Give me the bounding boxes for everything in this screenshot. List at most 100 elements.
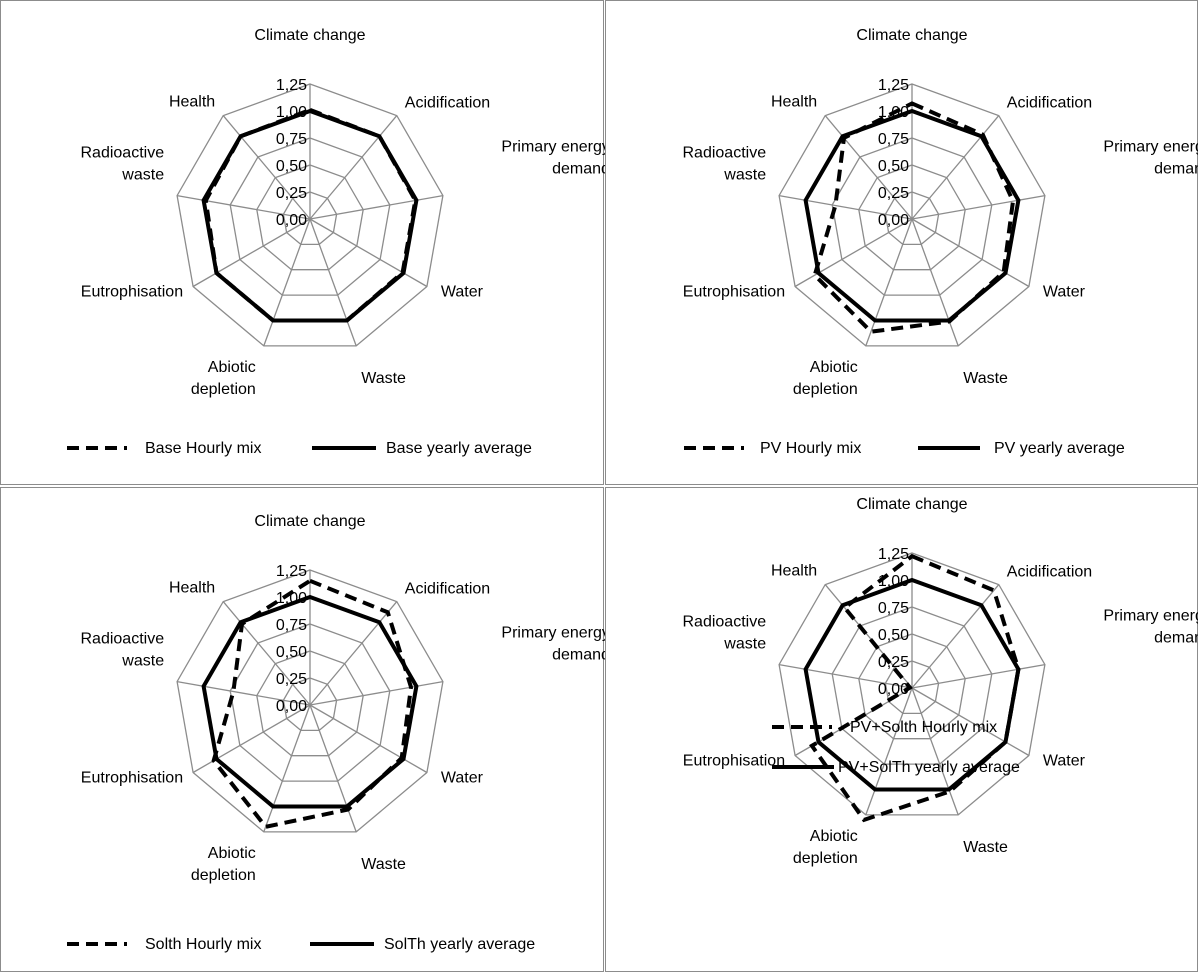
legend: Solth Hourly mix SolTh yearly average xyxy=(67,936,535,953)
grid-ring xyxy=(884,191,940,246)
grid-ring xyxy=(229,137,391,296)
radar-grid xyxy=(778,83,1046,347)
category-label-climate-change: Climate change xyxy=(254,27,365,44)
series-line-pv-solth-yearly-average xyxy=(803,577,1021,792)
grid-ring xyxy=(176,83,444,347)
category-label-abiotic-depletion: Abiotic depletion xyxy=(191,845,256,884)
legend-label-pv-hourly-mix: PV Hourly mix xyxy=(760,440,861,457)
category-label-health: Health xyxy=(169,94,215,111)
grid-ring xyxy=(858,164,966,271)
category-label-acidification: Acidification xyxy=(405,95,490,112)
tick-label: 1,00 xyxy=(276,590,307,607)
grid-spoke xyxy=(176,194,311,220)
grid-spoke xyxy=(309,115,398,220)
grid-spoke xyxy=(309,218,357,347)
tick-label: 1,00 xyxy=(276,104,307,121)
category-label-abiotic-depletion: Abiotic depletion xyxy=(793,359,858,398)
grid-spoke xyxy=(176,680,311,706)
grid-spoke xyxy=(911,218,959,347)
grid-spoke xyxy=(794,218,913,288)
legend-label-base-hourly-mix: Base Hourly mix xyxy=(145,440,261,457)
category-label-climate-change: Climate change xyxy=(254,513,365,530)
tick-label: 0,75 xyxy=(878,600,909,617)
grid-spoke xyxy=(222,601,311,706)
tick-label: 0,75 xyxy=(878,131,909,148)
legend-label-solth-yearly-average: SolTh yearly average xyxy=(384,936,535,953)
category-label-radioactive-waste: Radioactive waste xyxy=(80,145,164,184)
grid-spoke xyxy=(911,115,1000,220)
category-label-waste: Waste xyxy=(963,839,1008,856)
grid-ring xyxy=(256,650,364,757)
category-label-eutrophisation: Eutrophisation xyxy=(81,284,183,301)
grid-ring xyxy=(282,191,338,246)
grid-spoke xyxy=(865,687,913,816)
category-label-water: Water xyxy=(1043,753,1086,770)
tick-label: 1,25 xyxy=(878,77,909,94)
grid-spoke xyxy=(911,584,1000,689)
series-line-pv-solth-hourly-mix xyxy=(809,553,1021,823)
radar-plot: 0,00 0,25 0,50 0,75 1,00 1,25 Climate change Ac… xyxy=(682,496,1198,867)
grid-spoke xyxy=(309,194,444,220)
grid-spoke xyxy=(911,218,1030,288)
tick-label: 0,00 xyxy=(878,212,909,229)
category-label-acidification: Acidification xyxy=(1007,564,1092,581)
category-label-waste: Waste xyxy=(361,370,406,387)
tick-label: 1,00 xyxy=(878,573,909,590)
tick-label: 0,25 xyxy=(276,185,307,202)
radar-chart-base: 0,00 0,25 0,50 0,75 1,00 1,25 Climate change Ac… xyxy=(0,0,605,485)
radar-plot: 0,00 0,25 0,50 0,75 1,00 1,25 Climate change Ac… xyxy=(67,27,605,457)
grid-spoke xyxy=(865,218,913,347)
category-label-health: Health xyxy=(169,580,215,597)
category-label-eutrophisation: Eutrophisation xyxy=(683,753,785,770)
grid-spoke xyxy=(911,663,1046,689)
grid-ring xyxy=(884,660,940,715)
category-label-abiotic-depletion: Abiotic depletion xyxy=(191,359,256,398)
category-label-health: Health xyxy=(771,94,817,111)
radar-chart-solth: 0,00 0,25 0,50 0,75 1,00 1,25 Climate change Ac… xyxy=(0,487,605,972)
legend-label-pv-solth-yearly-average: PV+SolTh yearly average xyxy=(838,759,1020,776)
grid-ring xyxy=(229,623,391,782)
legend-label-solth-hourly-mix: Solth Hourly mix xyxy=(145,936,261,953)
category-label-acidification: Acidification xyxy=(1007,95,1092,112)
tick-label: 1,00 xyxy=(878,104,909,121)
legend-label-pv-yearly-average: PV yearly average xyxy=(994,440,1125,457)
tick-label: 0,00 xyxy=(276,212,307,229)
tick-label: 0,25 xyxy=(276,671,307,688)
radar-chart-pv-solth: 0,00 0,25 0,50 0,75 1,00 1,25 Climate change Ac… xyxy=(605,487,1198,972)
radar-plot: 0,00 0,25 0,50 0,75 1,00 1,25 Climate change Ac… xyxy=(682,27,1198,457)
tick-label: 0,00 xyxy=(878,681,909,698)
legend-label-pv-solth-hourly-mix: PV+Solth Hourly mix xyxy=(850,719,997,736)
legend: PV+Solth Hourly mix PV+SolTh yearly avera… xyxy=(772,719,1020,776)
grid-ring xyxy=(778,83,1046,347)
grid-spoke xyxy=(309,601,398,706)
tick-label: 0,75 xyxy=(276,617,307,634)
series-line-solth-yearly-average xyxy=(201,594,419,809)
grid-spoke xyxy=(911,687,959,816)
category-label-waste: Waste xyxy=(963,370,1008,387)
category-label-climate-change: Climate change xyxy=(856,27,967,44)
grid-spoke xyxy=(192,218,311,288)
category-label-radioactive-waste: Radioactive waste xyxy=(80,631,164,670)
tick-label: 0,25 xyxy=(878,654,909,671)
grid-spoke xyxy=(309,704,428,774)
category-label-water: Water xyxy=(441,284,484,301)
legend-label-base-yearly-average: Base yearly average xyxy=(386,440,532,457)
series-line-base-yearly-average xyxy=(201,108,419,323)
radar-chart-pv: 0,00 0,25 0,50 0,75 1,00 1,25 Climate change Ac… xyxy=(605,0,1198,485)
series-line-pv-yearly-average xyxy=(803,108,1021,323)
category-label-eutrophisation: Eutrophisation xyxy=(683,284,785,301)
tick-label: 1,25 xyxy=(276,563,307,580)
grid-spoke xyxy=(824,115,913,220)
category-label-water: Water xyxy=(441,770,484,787)
category-label-acidification: Acidification xyxy=(405,581,490,598)
grid-ring xyxy=(831,606,993,765)
tick-label: 1,25 xyxy=(276,77,307,94)
grid-ring xyxy=(778,552,1046,816)
legend: PV Hourly mix PV yearly average xyxy=(684,440,1125,457)
tick-label: 1,25 xyxy=(878,546,909,563)
grid-ring xyxy=(858,633,966,740)
radar-grid xyxy=(176,569,444,833)
